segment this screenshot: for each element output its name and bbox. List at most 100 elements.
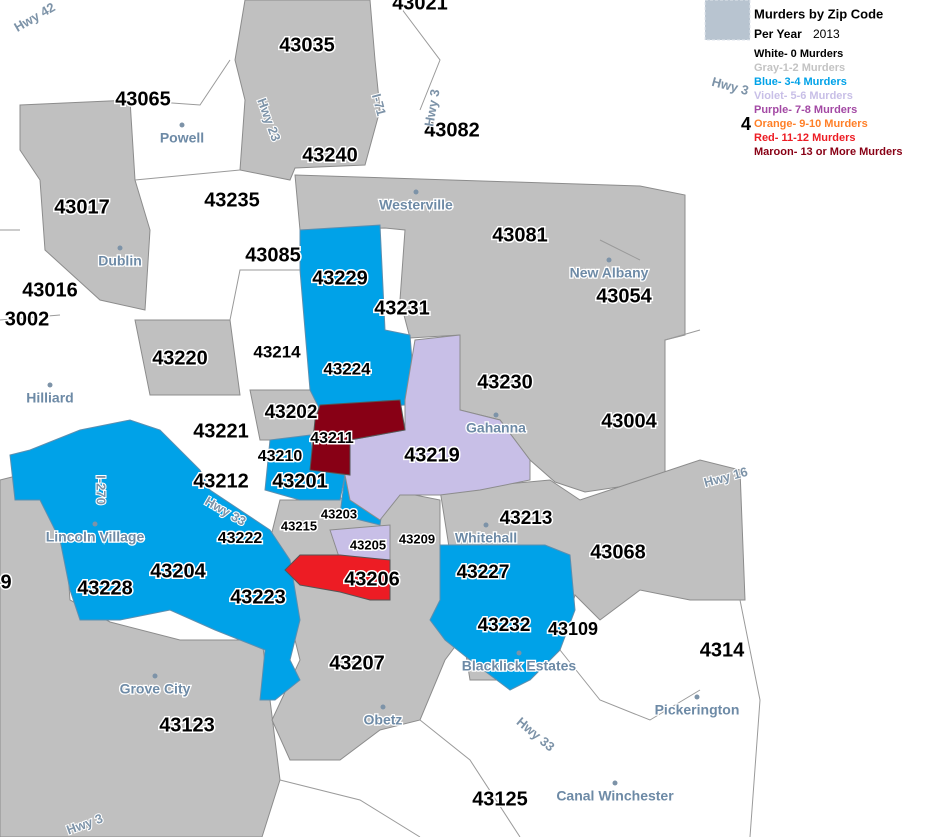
zip-label: 43213 xyxy=(500,508,553,529)
zip-label: 43235 xyxy=(204,189,260,211)
region xyxy=(134,319,241,396)
zip-label: 43082 xyxy=(424,119,480,141)
legend-item: Gray-1-2 Murders xyxy=(754,62,845,74)
zip-label: 43017 xyxy=(54,196,110,218)
place-dot xyxy=(413,189,419,195)
highway-label: I-270 xyxy=(94,475,109,505)
zip-label: 43035 xyxy=(279,34,335,56)
place-dot xyxy=(606,257,612,263)
zip-label: 43209 xyxy=(399,531,435,546)
zip-label: 43221 xyxy=(193,420,249,442)
place-dot xyxy=(483,522,489,528)
legend-item: White- 0 Murders xyxy=(754,48,843,60)
zip-label: 43081 xyxy=(492,224,548,246)
place-label: Pickerington xyxy=(655,702,740,718)
zip-label: 43203 xyxy=(321,506,357,521)
legend-item: Violet- 5-6 Murders xyxy=(754,90,853,102)
place-label: Grove City xyxy=(120,681,191,697)
region xyxy=(309,399,406,476)
zip-label: 43202 xyxy=(265,402,318,423)
region xyxy=(264,434,346,501)
region xyxy=(19,99,151,311)
region xyxy=(429,544,576,691)
labels: 43021 43035 43065 43082 43240 43017 43235 43081… xyxy=(0,0,753,837)
zip-label: 43109 xyxy=(548,619,598,639)
place-label: Obetz xyxy=(364,712,403,728)
place-label: Whitehall xyxy=(455,530,517,546)
zip-label: 43210 xyxy=(258,448,303,465)
highway-label: Hwy 42 xyxy=(11,0,57,35)
legend: White- 0 Murders Gray-1-2 Murders Blue- 3-… xyxy=(754,48,903,158)
zip-label: 43230 xyxy=(477,371,533,393)
place-label: Westerville xyxy=(379,197,453,213)
place-dot xyxy=(694,694,700,700)
zip-label: 43004 xyxy=(601,410,657,432)
zip-label: 4 xyxy=(741,114,751,134)
zip-label: 43206 xyxy=(344,568,400,590)
zip-label: 9 xyxy=(0,571,11,593)
zip-label: 43021 xyxy=(392,0,448,14)
place-dot xyxy=(92,521,98,527)
legend-year: 2013 xyxy=(813,27,840,41)
place-label: Hilliard xyxy=(26,390,73,406)
place-label: Lincoln Village xyxy=(46,529,145,545)
highway-label: Hwy 3 xyxy=(710,74,750,98)
regions xyxy=(0,0,761,837)
zip-label: 43220 xyxy=(152,347,208,369)
zip-label: 43227 xyxy=(457,562,510,583)
legend-item: Blue- 3-4 Murders xyxy=(754,76,847,88)
zip-label: 43228 xyxy=(77,577,133,599)
zip-label: 43204 xyxy=(150,560,206,582)
place-dot xyxy=(152,673,158,679)
zip-label: 43222 xyxy=(218,530,263,547)
place-dot xyxy=(47,382,53,388)
zip-label: 4314 xyxy=(700,639,745,661)
highway-label: Hwy 33 xyxy=(514,714,558,754)
zip-label: 43224 xyxy=(323,359,371,378)
place-label: Blacklick Estates xyxy=(462,658,577,674)
boundary xyxy=(0,0,761,837)
zip-label: 43016 xyxy=(22,279,78,301)
place-dot xyxy=(179,122,185,128)
zip-label: 43232 xyxy=(478,615,531,636)
highway-label: I-71 xyxy=(369,92,389,118)
place-label: Canal Winchester xyxy=(556,788,674,804)
place-dot xyxy=(380,704,386,710)
zip-label: 43214 xyxy=(253,342,301,361)
place-label: Powell xyxy=(160,130,204,146)
place-label: New Albany xyxy=(570,265,649,281)
place-dot xyxy=(117,245,123,251)
place-dot xyxy=(493,412,499,418)
zip-label: 43223 xyxy=(230,586,286,608)
zip-label: 43085 xyxy=(245,244,301,266)
place-label: Gahanna xyxy=(466,420,526,436)
region xyxy=(9,419,301,701)
place-label: Dublin xyxy=(98,253,142,269)
zip-label: 43207 xyxy=(329,652,385,674)
place-dot xyxy=(612,780,618,786)
legend-item: Orange- 9-10 Murders xyxy=(754,118,868,130)
zip-label: 43201 xyxy=(272,470,328,492)
zip-label: 43231 xyxy=(374,297,430,319)
zip-label: 43240 xyxy=(302,144,358,166)
zip-label: 43125 xyxy=(472,788,528,810)
zip-label: 43211 xyxy=(310,430,354,447)
legend-item: Purple- 7-8 Murders xyxy=(754,104,857,116)
zip-label: 43065 xyxy=(115,88,171,110)
legend-item: Maroon- 13 or More Murders xyxy=(754,146,903,158)
legend-title: Murders by Zip Code xyxy=(754,6,883,21)
region xyxy=(284,554,391,601)
zip-label: 43205 xyxy=(350,537,386,552)
zip-label: 43215 xyxy=(281,518,317,533)
zip-label: 3002 xyxy=(5,308,50,330)
zip-label: 43068 xyxy=(590,541,646,563)
zip-label: 43054 xyxy=(596,285,652,307)
zip-label: 43219 xyxy=(404,444,460,466)
place-dot xyxy=(516,650,522,656)
zip-label: 43123 xyxy=(159,714,215,736)
region xyxy=(234,0,381,181)
legend-subtitle: Per Year xyxy=(754,27,802,41)
legend-item: Red- 11-12 Murders xyxy=(754,132,855,144)
zip-label: 43229 xyxy=(312,267,368,289)
